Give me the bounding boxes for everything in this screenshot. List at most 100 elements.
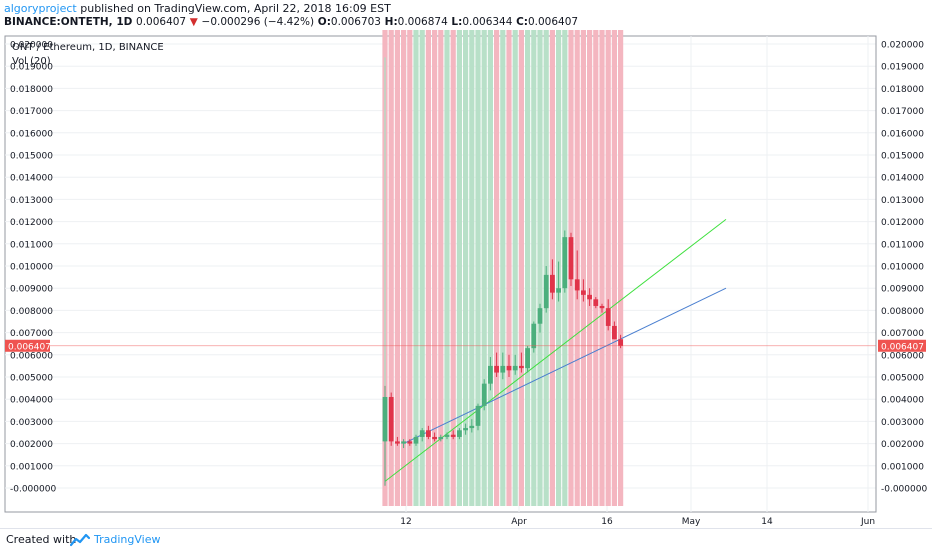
candle-body <box>519 365 524 369</box>
price-tick-left: 0.014000 <box>10 174 53 184</box>
volume-bar <box>401 0 407 506</box>
down-arrow-icon: ▼ <box>189 16 198 28</box>
volume-bar <box>487 0 493 506</box>
price-tick-left: 0.019000 <box>10 63 53 73</box>
price-tick-left: 0.008000 <box>10 307 53 317</box>
price-tick-right: 0.002000 <box>881 440 924 450</box>
low-value: 0.006344 <box>462 16 513 28</box>
volume-bar <box>593 0 599 506</box>
candle-body <box>488 365 493 384</box>
price-tick-left: 0.004000 <box>10 396 53 406</box>
close-value: 0.006407 <box>527 16 579 28</box>
price-tick-right: 0.008000 <box>881 307 924 317</box>
author-link[interactable]: algoryproject <box>4 2 77 15</box>
price-tick-left: 0.002000 <box>10 440 53 450</box>
candle-body <box>531 323 537 349</box>
chart-frame[interactable]: 0.006407 0.006407 0.020000 0.020000 0.01900… <box>0 0 932 528</box>
candle-body <box>605 308 611 326</box>
price-tick-right: 0.013000 <box>881 196 924 206</box>
volume-bar <box>450 0 456 506</box>
high-value: 0.006874 <box>397 16 448 28</box>
candle-body <box>599 305 605 309</box>
price-tick-left: 0.016000 <box>10 129 53 139</box>
volume-bar <box>413 0 419 506</box>
price-tick-right: 0.004000 <box>881 396 924 406</box>
high-label: H: <box>384 16 398 28</box>
price-tick-left: 0.007000 <box>10 329 53 339</box>
candle-body <box>556 288 561 293</box>
volume-bar <box>388 0 394 506</box>
volume-bar <box>481 0 487 506</box>
volume-bar <box>419 0 425 506</box>
candle-body <box>537 308 543 324</box>
candle-body <box>432 436 437 440</box>
symbol-interval: BINANCE:ONTETH, 1D <box>4 16 133 28</box>
publish-info: algoryproject published on TradingView.c… <box>4 2 391 15</box>
price-change: −0.000296 (−4.42%) <box>201 16 315 28</box>
volume-bar <box>611 0 617 506</box>
candle-body <box>401 441 406 444</box>
candle-body <box>612 325 617 340</box>
price-tick-left: 0.020000 <box>10 41 53 51</box>
price-chart[interactable]: 0.006407 0.006407 0.020000 0.020000 0.01900… <box>0 0 932 528</box>
axes: 0.020000 0.020000 0.019000 0.019000 0.018000… <box>10 36 927 527</box>
candle-body <box>457 430 462 437</box>
candle-body <box>475 405 481 426</box>
price-tick-left: 0.017000 <box>10 107 53 117</box>
price-tick-left: 0.001000 <box>10 462 53 472</box>
price-tick-right: 0.017000 <box>881 107 924 117</box>
price-tick-right: 0.014000 <box>881 174 924 184</box>
price-tick-right: 0.009000 <box>881 285 924 295</box>
price-tick-left: 0.010000 <box>10 263 53 273</box>
volume-bar <box>556 0 562 506</box>
price-tick-right: 0.010000 <box>881 263 924 273</box>
price-tick-right: 0.020000 <box>881 41 924 51</box>
volume-bar <box>500 0 506 506</box>
tradingview-brand-link[interactable]: TradingView <box>94 533 161 546</box>
time-tick: 12 <box>400 517 411 527</box>
candle-body <box>512 365 518 371</box>
candle-body <box>469 425 475 429</box>
candle-body <box>463 428 468 431</box>
price-tick-right: 0.006000 <box>881 351 924 361</box>
last-price-label-right: 0.006407 <box>881 342 924 352</box>
price-tick-right: 0.015000 <box>881 152 924 162</box>
volume-bar <box>394 0 400 506</box>
volume-bar <box>425 0 431 506</box>
price-tick-right: 0.018000 <box>881 85 924 95</box>
volume-bar <box>518 0 524 506</box>
price-tick-left: -0.000000 <box>10 485 56 495</box>
close-label: C: <box>516 16 528 28</box>
volume-bar <box>512 0 518 506</box>
candle-body <box>444 434 450 437</box>
volume-bar <box>580 0 586 506</box>
published-text: published on TradingView.com, April 22, … <box>80 2 391 15</box>
volume-bar <box>444 0 450 506</box>
time-tick: 16 <box>601 517 613 527</box>
created-with-text: Created with <box>6 533 77 546</box>
candle-body <box>618 339 623 346</box>
volume-bar <box>438 0 444 506</box>
candle-body <box>494 365 499 373</box>
candle-body <box>500 365 506 373</box>
candle-body <box>593 299 599 306</box>
tradingview-logo-icon <box>70 533 90 547</box>
candle-body <box>574 279 580 291</box>
ohlc-header: BINANCE:ONTETH, 1D 0.006407 ▼ −0.000296 … <box>4 16 578 28</box>
candle-body <box>413 436 419 444</box>
price-tick-right: 0.012000 <box>881 218 924 228</box>
candle-body <box>525 348 530 369</box>
volume-bar <box>506 0 512 506</box>
price-tick-right: 0.007000 <box>881 329 924 339</box>
legend-title: ONT / Ethereum, 1D, BINANCE <box>12 42 164 53</box>
volume-bars <box>382 0 624 506</box>
candle-body <box>481 383 487 406</box>
low-label: L: <box>451 16 463 28</box>
candle-body <box>581 290 586 295</box>
candle-body <box>395 441 400 444</box>
price-tick-right: 0.003000 <box>881 418 924 428</box>
trendline <box>403 287 727 445</box>
candle-body <box>407 441 413 444</box>
last-price-label-left: 0.006407 <box>8 342 51 352</box>
volume-bar <box>475 0 481 506</box>
